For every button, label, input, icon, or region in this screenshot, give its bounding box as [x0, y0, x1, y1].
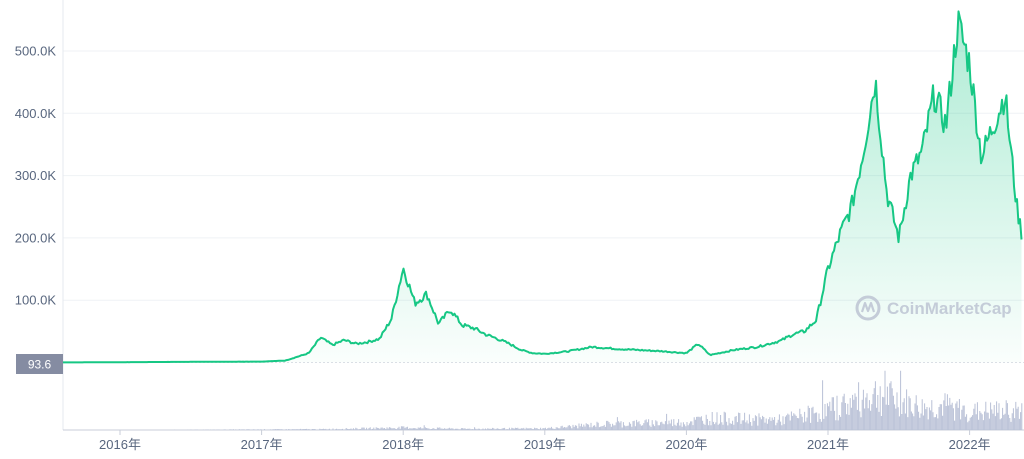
y-tick-label: 500.0K: [15, 44, 57, 59]
badge-bg: [16, 354, 63, 374]
price-line: [63, 10, 1023, 364]
y-tick-label: 400.0K: [15, 106, 57, 121]
y-tick-label: 200.0K: [15, 230, 57, 245]
x-tick-label: 2017年: [241, 437, 283, 452]
volume-layer: [174, 370, 1023, 430]
watermark-text: CoinMarketCap: [887, 299, 1012, 318]
x-tick-label: 2019年: [524, 437, 566, 452]
current-value-label: 93.6: [28, 358, 52, 372]
y-tick-label: 100.0K: [15, 293, 57, 308]
volume-bars: [174, 370, 1023, 430]
coinmarketcap-logo-icon: [855, 295, 881, 321]
x-tick-label: 2020年: [665, 437, 707, 452]
area-layer: [63, 10, 1023, 364]
x-tick-label: 2022年: [949, 437, 991, 452]
y-tick-label: 300.0K: [15, 168, 57, 183]
x-tick-label: 2016年: [99, 437, 141, 452]
x-tick-label: 2021年: [807, 437, 849, 452]
x-axis: 2016年 2017年 2018年 2019年 2020年 2021年 2022年: [99, 430, 991, 452]
price-area: [63, 11, 1022, 363]
watermark: CoinMarketCap: [855, 295, 1012, 321]
y-axis: 100.0K 200.0K 300.0K 400.0K 500.0K: [15, 44, 57, 308]
current-value-badge: 93.6: [16, 354, 63, 374]
x-tick-label: 2018年: [382, 437, 424, 452]
